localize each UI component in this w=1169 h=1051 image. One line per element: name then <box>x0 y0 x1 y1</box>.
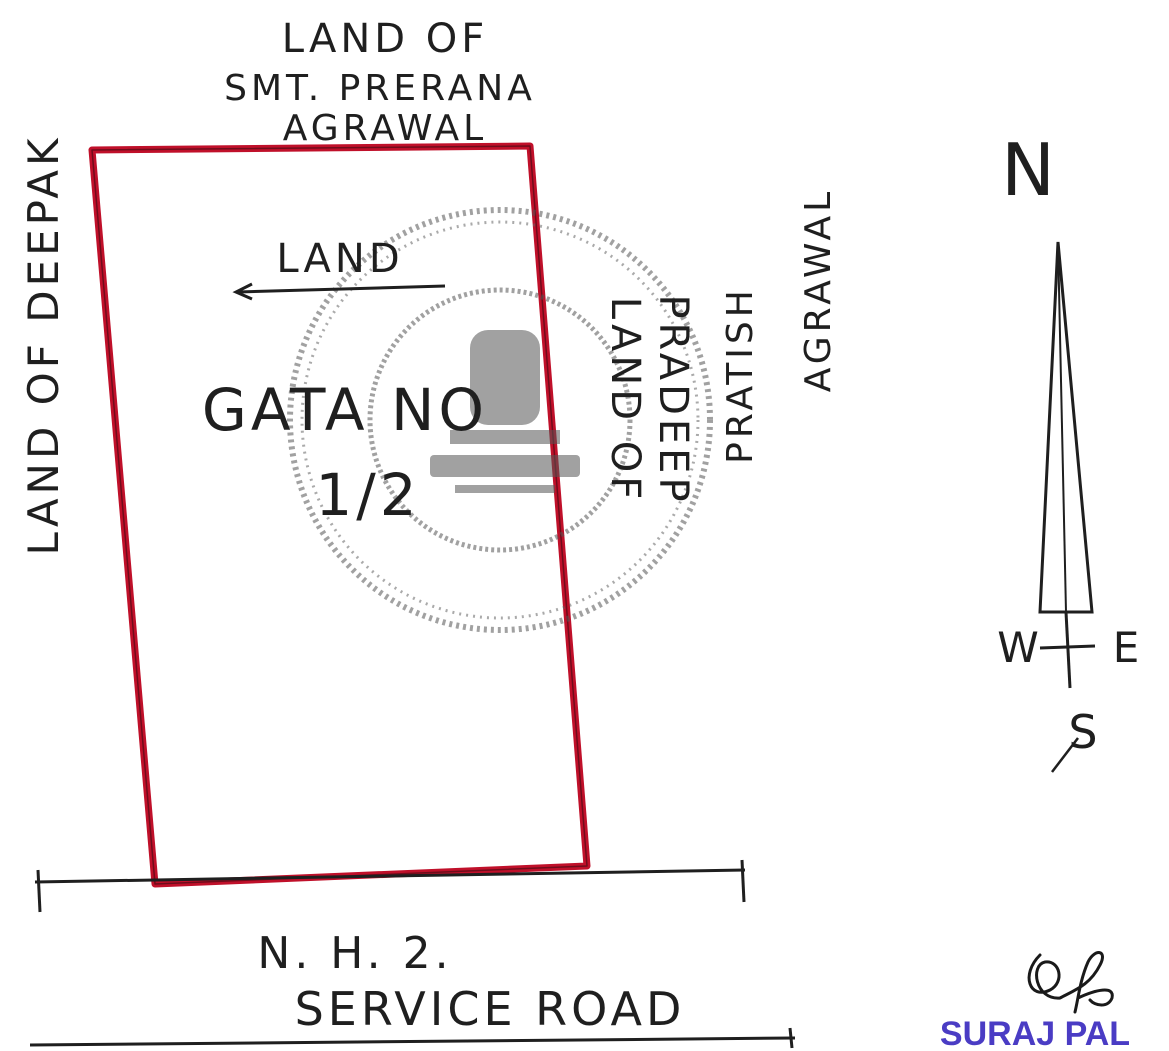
road-edge-tick-right <box>740 859 746 903</box>
north-arrow-compass: N W E S <box>997 128 1144 773</box>
compass-crossbar <box>1039 644 1096 650</box>
north-arrow-centerline <box>1057 241 1067 613</box>
south-road-line-1: N. H. 2. <box>257 928 452 979</box>
compass-south-label: S <box>1068 705 1101 759</box>
emblem-icon <box>430 330 580 493</box>
road-bottom-line <box>29 1036 796 1047</box>
west-neighbor-label: LAND OF DEEPAK <box>19 134 68 555</box>
south-road-line-2: SERVICE ROAD <box>295 982 686 1036</box>
arrow-left-icon <box>232 282 253 301</box>
official-seal-stamp <box>287 207 713 633</box>
east-neighbor-a-line-2: PRADEEP <box>650 294 696 505</box>
north-neighbor-line-2: SMT. PRERANA <box>224 68 536 109</box>
plot-number-value: 1/2 <box>315 461 420 529</box>
compass-west-label: W <box>997 623 1043 672</box>
compass-north-label: N <box>1001 128 1059 212</box>
compass-shaft <box>1064 611 1072 689</box>
road-bottom-tick <box>788 1027 794 1049</box>
north-neighbor-line-3: AGRAWAL <box>283 108 487 149</box>
plot-boundary-outline <box>91 145 588 885</box>
signature-stamp-name: SURAJ PAL <box>940 1015 1130 1051</box>
compass-east-label: E <box>1113 623 1144 672</box>
compass-south-stroke <box>1051 737 1079 773</box>
plot-label-underline <box>237 284 446 294</box>
plot-number-label: GATA NO <box>202 376 488 444</box>
road-edge-line <box>34 868 746 884</box>
handwritten-signature <box>1027 951 1114 1014</box>
north-neighbor-line-1: LAND OF <box>282 16 489 62</box>
east-neighbor-b-line-2: AGRAWAL <box>798 188 839 392</box>
road-edge-tick-left <box>36 869 42 913</box>
east-neighbor-b-line-1: PRATISH <box>720 286 761 464</box>
plot-label-top: LAND <box>276 236 403 282</box>
east-neighbor-a-line-1: LAND OF <box>602 297 648 504</box>
north-arrow-icon <box>1038 241 1094 614</box>
